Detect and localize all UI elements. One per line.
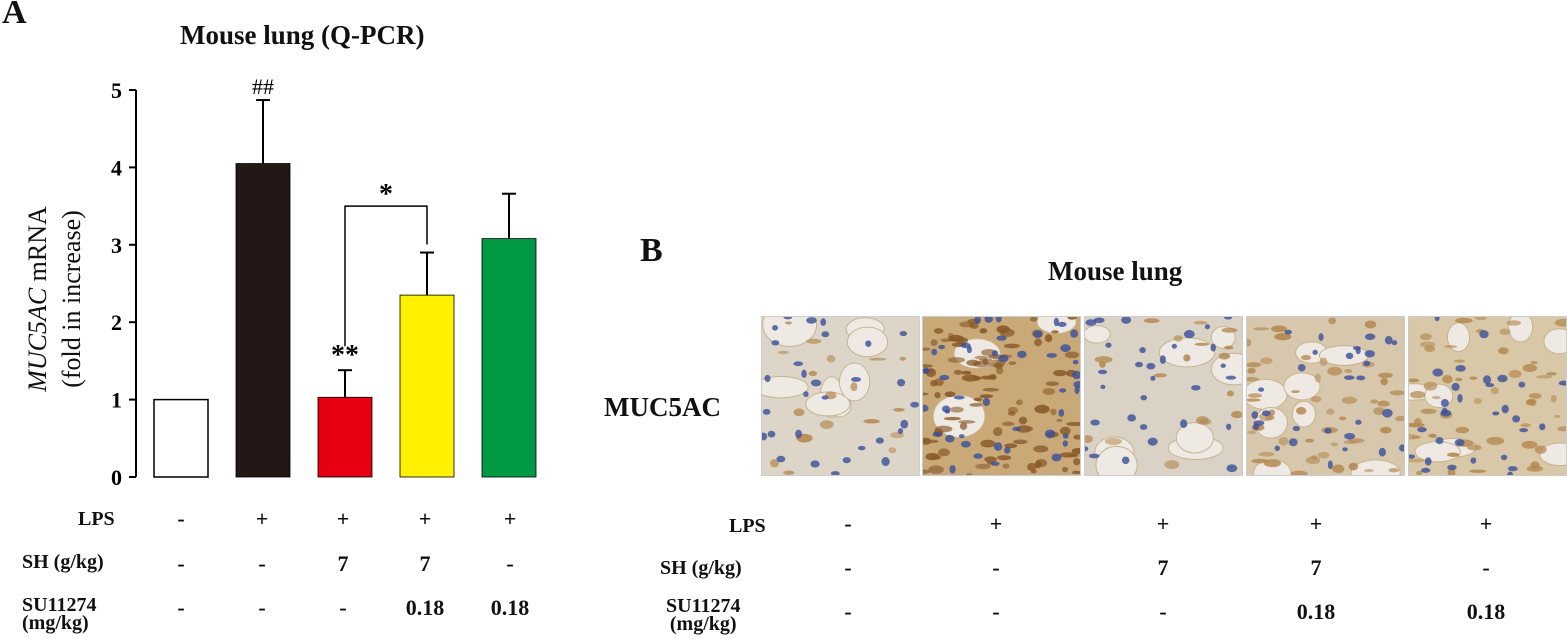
su-label-b-line1: SU11274 bbox=[666, 595, 741, 617]
micrograph-texture bbox=[1085, 317, 1242, 475]
table-a-lps-cell: - bbox=[177, 506, 185, 531]
y-tick-label: 1 bbox=[111, 388, 122, 413]
y-tick-label: 5 bbox=[111, 78, 122, 103]
table-b-su-cell: - bbox=[1159, 599, 1167, 624]
micrograph-texture bbox=[1409, 317, 1566, 475]
micrograph-row-label: MUC5AC bbox=[604, 392, 721, 422]
table-b-lps-cell: - bbox=[844, 511, 852, 536]
micrograph-texture bbox=[1247, 317, 1404, 475]
table-a-sh-cell: 7 bbox=[337, 551, 349, 576]
table-b-sh-cell: - bbox=[844, 555, 852, 580]
table-a-su-cell: - bbox=[339, 595, 347, 620]
su-label-b-line2: (mg/kg) bbox=[669, 613, 737, 635]
table-a-sh-cell: - bbox=[506, 551, 514, 576]
su-label-a: SU11274 (mg/kg) bbox=[22, 594, 97, 634]
micrograph-panel bbox=[1084, 316, 1243, 476]
table-a-lps-cell: + bbox=[418, 506, 432, 531]
lps-label-b: LPS bbox=[729, 515, 766, 537]
bar bbox=[153, 398, 209, 478]
table-b-lps-cell: + bbox=[1309, 511, 1323, 536]
table-a-sh-cell: - bbox=[177, 551, 185, 576]
sh-label-a: SH (g/kg) bbox=[22, 551, 104, 573]
table-a-su-cell: - bbox=[177, 595, 185, 620]
micrograph-panel bbox=[1408, 316, 1567, 476]
table-b-su-cell: - bbox=[844, 599, 852, 624]
chart-title: Mouse lung (Q-PCR) bbox=[180, 20, 425, 50]
significance-label: ## bbox=[252, 74, 274, 99]
table-a-lps-cell: + bbox=[503, 506, 517, 531]
su-label-b: SU11274 (mg/kg) bbox=[666, 595, 741, 635]
panel-a-letter: A bbox=[2, 0, 27, 31]
table-a-sh-cell: - bbox=[258, 551, 266, 576]
table-b-su-cell: 0.18 bbox=[1466, 599, 1506, 624]
micrograph-panel bbox=[761, 316, 920, 476]
table-a-su-cell: - bbox=[258, 595, 266, 620]
table-a-su-cell: 0.18 bbox=[490, 595, 530, 620]
table-a-sh-cell: 7 bbox=[419, 551, 431, 576]
su-label-a-line1: SU11274 bbox=[22, 594, 97, 616]
table-b-sh-cell: 7 bbox=[1157, 555, 1169, 580]
table-b-lps-cell: + bbox=[989, 511, 1003, 536]
table-b-su-cell: - bbox=[992, 599, 1000, 624]
micrograph-panel bbox=[922, 316, 1081, 476]
bar bbox=[317, 396, 373, 478]
y-tick-label: 0 bbox=[111, 465, 122, 490]
table-b-sh-cell: - bbox=[992, 555, 1000, 580]
y-tick-label: 4 bbox=[111, 155, 122, 180]
sh-label-b: SH (g/kg) bbox=[660, 557, 742, 579]
table-a-lps-cell: + bbox=[255, 506, 269, 531]
table-b-su-cell: 0.18 bbox=[1296, 599, 1336, 624]
table-b-sh-cell: 7 bbox=[1310, 555, 1322, 580]
y-tick-label: 2 bbox=[111, 310, 122, 335]
bar bbox=[399, 294, 455, 478]
table-a-lps-cell: + bbox=[336, 506, 350, 531]
su-label-a-line2: (mg/kg) bbox=[22, 612, 89, 634]
micrograph-texture bbox=[762, 317, 919, 475]
table-b-lps-cell: + bbox=[1479, 511, 1493, 536]
lps-label-a: LPS bbox=[78, 508, 115, 530]
table-b-lps-cell: + bbox=[1156, 511, 1170, 536]
y-tick-label: 3 bbox=[111, 233, 122, 258]
panel-b-title: Mouse lung bbox=[1048, 256, 1183, 286]
micrograph-panel bbox=[1246, 316, 1405, 476]
bar bbox=[481, 238, 537, 478]
panel-b-letter: B bbox=[640, 232, 663, 269]
bar bbox=[235, 163, 291, 478]
comparison-label: * bbox=[379, 179, 393, 210]
table-a-su-cell: 0.18 bbox=[405, 595, 445, 620]
micrograph-texture bbox=[923, 317, 1080, 475]
table-b-sh-cell: - bbox=[1482, 555, 1490, 580]
comparison-bracket bbox=[344, 205, 428, 347]
